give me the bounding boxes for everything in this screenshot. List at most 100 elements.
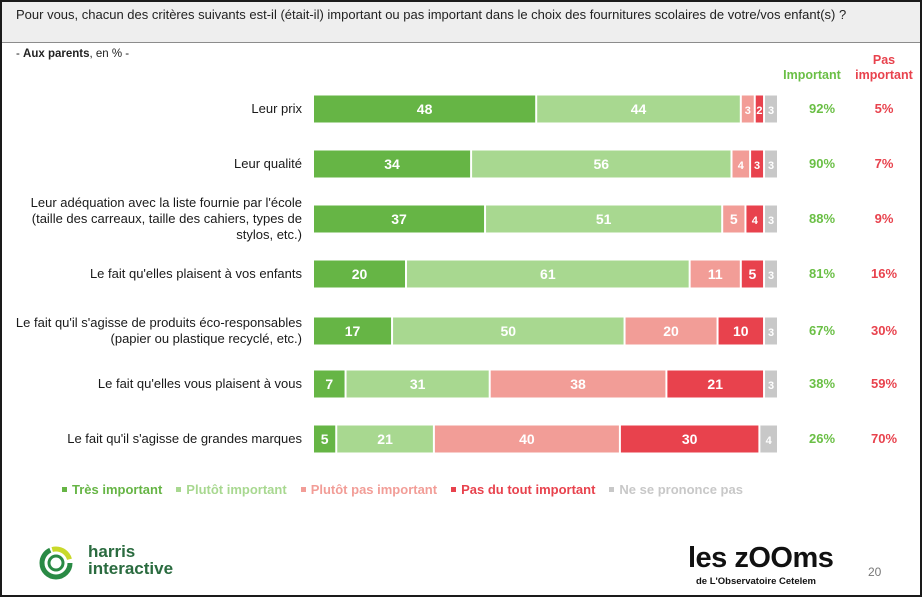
legend-swatch: [609, 487, 615, 493]
bar-segment: [765, 95, 777, 123]
bar-segment: [765, 317, 777, 345]
bar-value-label: 2: [756, 105, 762, 117]
sample-prefix: -: [16, 48, 24, 60]
bar-segment: [718, 317, 764, 345]
bar-value-label: 3: [754, 160, 760, 172]
les-zooms-logo: les zOOms de L'Observatoire Cetelem: [688, 543, 848, 591]
bar-value-label: 31: [410, 376, 426, 392]
total-important: 26%: [808, 431, 836, 446]
bar-value-label: 3: [768, 327, 774, 339]
legend-label: Plutôt pas important: [310, 482, 438, 497]
bar-segment: [741, 260, 764, 288]
harris-line1: harris: [88, 542, 136, 561]
bar-segment: [690, 260, 740, 288]
bar-value-label: 3: [768, 215, 774, 227]
total-important: 92%: [808, 101, 836, 116]
legend-swatch: [451, 487, 457, 493]
bar-segment: [486, 205, 722, 233]
legend-swatch: [300, 487, 306, 493]
bar-value-label: 4: [738, 160, 745, 172]
sample-rest: , en % -: [89, 48, 130, 60]
bar-segment: [346, 370, 489, 398]
bar-value-label: 38: [570, 376, 586, 392]
bar-segment: [537, 95, 740, 123]
header-important: Important: [783, 68, 841, 82]
harris-interactive-logo: harris interactive: [38, 542, 218, 586]
bar-segment: [765, 370, 777, 398]
legend-label: Très important: [72, 482, 163, 497]
row-label: Leur qualité: [234, 156, 302, 171]
page-number: 20: [868, 565, 882, 579]
row-label: Le fait qu'il s'agisse de grandes marque…: [67, 431, 302, 446]
bar-value-label: 51: [596, 211, 612, 227]
bar-segment: [490, 370, 666, 398]
bar-segment: [751, 150, 764, 178]
sample-bold: Aux parents: [23, 48, 90, 60]
bar-segment: [746, 205, 764, 233]
bar-value-label: 48: [417, 101, 433, 117]
zooms-subtitle: de L'Observatoire Cetelem: [696, 576, 816, 587]
bar-value-label: 4: [766, 435, 773, 447]
legend-label: Pas du tout important: [461, 482, 596, 497]
bar-segment: [314, 425, 336, 453]
bar-segment: [741, 95, 754, 123]
question-banner: Pour vous, chacun des critères suivants …: [2, 2, 920, 43]
bar-value-label: 3: [768, 105, 774, 117]
bar-segment: [667, 370, 764, 398]
bar-value-label: 10: [733, 323, 749, 339]
bar-segment: [407, 260, 689, 288]
total-important: 90%: [808, 156, 836, 171]
bar-segment: [314, 317, 392, 345]
total-important: 67%: [808, 323, 836, 338]
bar-value-label: 34: [384, 156, 400, 172]
row-label: Le fait qu'elles vous plaisent à vous: [97, 376, 302, 391]
bar-segment: [723, 205, 745, 233]
total-pas-important: 30%: [870, 323, 898, 338]
row-label: Le fait qu'il s'agisse de produits éco-r…: [15, 315, 302, 346]
bar-segment: [314, 205, 485, 233]
bar-value-label: 11: [708, 266, 723, 282]
bar-segment: [314, 370, 345, 398]
bar-segment: [760, 425, 777, 453]
bar-value-label: 4: [752, 215, 759, 227]
sample-note: - Aux parents, en % -: [16, 48, 129, 60]
legend-item: Pas du tout important: [451, 482, 595, 497]
bar-segment: [732, 150, 750, 178]
bar-value-label: 20: [663, 323, 679, 339]
bar-value-label: 5: [321, 431, 329, 447]
bar-value-label: 3: [768, 160, 774, 172]
row-label: Le fait qu'elles plaisent à vos enfants: [89, 266, 302, 281]
total-important: 88%: [808, 211, 836, 226]
harris-logo-icon: [39, 546, 73, 580]
total-pas-important: 7%: [874, 156, 894, 171]
total-pas-important: 59%: [870, 376, 898, 391]
bar-value-label: 37: [391, 211, 407, 227]
bar-segment: [472, 150, 731, 178]
bar-segment: [314, 95, 536, 123]
question-text: Pour vous, chacun des critères suivants …: [16, 7, 847, 22]
bar-segment: [314, 260, 405, 288]
total-important: 38%: [808, 376, 836, 391]
bar-value-label: 40: [519, 431, 535, 447]
legend-swatch: [62, 487, 67, 493]
header-pas-important: Pas important: [855, 53, 913, 82]
legend-item: Plutôt pas important: [300, 482, 438, 497]
total-important: 81%: [808, 266, 836, 281]
bar-value-label: 56: [594, 156, 610, 172]
total-pas-important: 16%: [870, 266, 898, 281]
bar-segment: [434, 425, 619, 453]
total-pas-important: 9%: [874, 211, 894, 226]
bar-value-label: 50: [501, 323, 517, 339]
zooms-title: les zOOms: [688, 542, 834, 574]
harris-line2: interactive: [88, 559, 174, 578]
bar-segment: [765, 205, 777, 233]
bar-value-label: 3: [745, 105, 751, 117]
bar-value-label: 30: [682, 431, 698, 447]
legend-item: Plutôt important: [176, 482, 287, 497]
bar-value-label: 21: [377, 431, 393, 447]
bar-value-label: 44: [631, 101, 647, 117]
row-label: Leur adéquation avec la liste fournie pa…: [30, 195, 302, 242]
bar-segment: [314, 150, 471, 178]
total-pas-important: 5%: [874, 101, 894, 116]
